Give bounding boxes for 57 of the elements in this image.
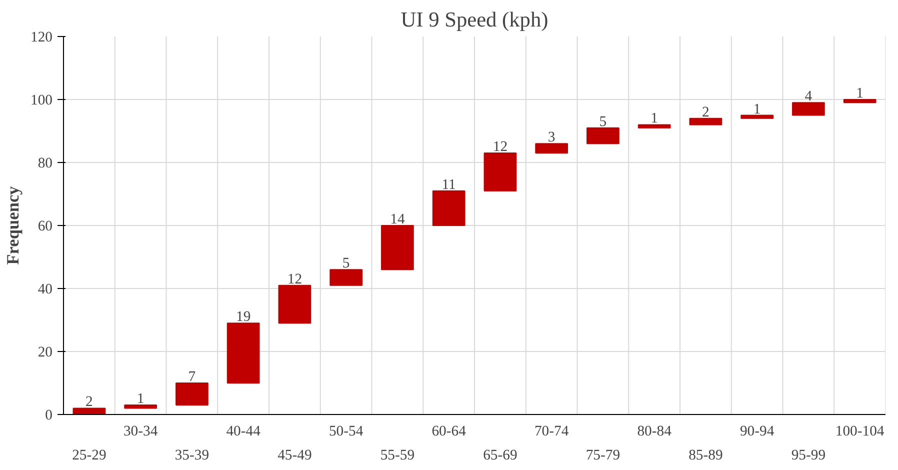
x-tick-label: 75-79 <box>586 448 620 464</box>
x-tick-label: 55-59 <box>380 448 415 464</box>
data-label: 4 <box>804 88 813 105</box>
x-tick-label: 50-54 <box>328 424 364 440</box>
bar <box>226 322 260 384</box>
bar <box>330 269 362 286</box>
data-label: 11 <box>442 176 456 193</box>
data-label: 1 <box>856 86 864 102</box>
data-label: 3 <box>548 130 556 146</box>
y-tick-label: 40 <box>38 282 52 298</box>
data-label: 12 <box>492 139 508 156</box>
x-tick-label: 70-74 <box>534 424 570 440</box>
bar <box>432 190 466 226</box>
y-tick-label: 20 <box>38 344 52 360</box>
data-label: 5 <box>342 256 350 272</box>
bar <box>689 118 722 126</box>
y-axis-title: Frequency <box>4 186 23 265</box>
data-label: 14 <box>390 212 406 228</box>
x-tick-label: 45-49 <box>278 448 312 464</box>
bar <box>124 404 157 409</box>
data-label: 5 <box>599 114 607 130</box>
chart-title: UI 9 Speed (kph) <box>400 8 548 32</box>
data-label: 1 <box>650 110 658 127</box>
y-tick-label: 100 <box>30 92 52 108</box>
x-tick-label: 40-44 <box>226 424 262 440</box>
data-label: 19 <box>236 309 251 326</box>
bar <box>381 225 414 270</box>
x-tick-label: 95-99 <box>791 448 826 464</box>
bar <box>638 124 671 128</box>
data-label: 1 <box>753 101 761 118</box>
bar <box>535 143 568 154</box>
data-label: 2 <box>702 104 710 120</box>
x-tick-label: 35-39 <box>174 448 210 464</box>
x-tick-label: 90-94 <box>740 424 775 440</box>
data-label: 2 <box>86 394 93 410</box>
x-tick-label: 85-89 <box>688 448 723 464</box>
bar <box>484 152 517 192</box>
bar <box>586 127 620 144</box>
bar <box>278 284 312 324</box>
y-tick-label: 60 <box>38 218 52 234</box>
bar <box>740 114 774 119</box>
y-tick-label: 0 <box>45 408 52 424</box>
data-label: 12 <box>287 271 302 288</box>
bar <box>176 382 208 406</box>
bar <box>792 102 825 116</box>
bar <box>843 99 876 104</box>
x-tick-label: 100-104 <box>835 424 885 440</box>
data-label: 1 <box>136 391 144 408</box>
x-tick-label: 25-29 <box>72 448 106 464</box>
x-tick-label: 80-84 <box>637 424 672 440</box>
y-tick-label: 120 <box>30 30 52 46</box>
x-tick-label: 60-64 <box>432 424 467 440</box>
bar <box>72 408 106 414</box>
data-label: 7 <box>188 369 196 385</box>
x-tick-label: 65-69 <box>483 448 518 464</box>
y-tick-label: 80 <box>38 156 52 172</box>
x-tick-label: 30-34 <box>123 424 158 440</box>
